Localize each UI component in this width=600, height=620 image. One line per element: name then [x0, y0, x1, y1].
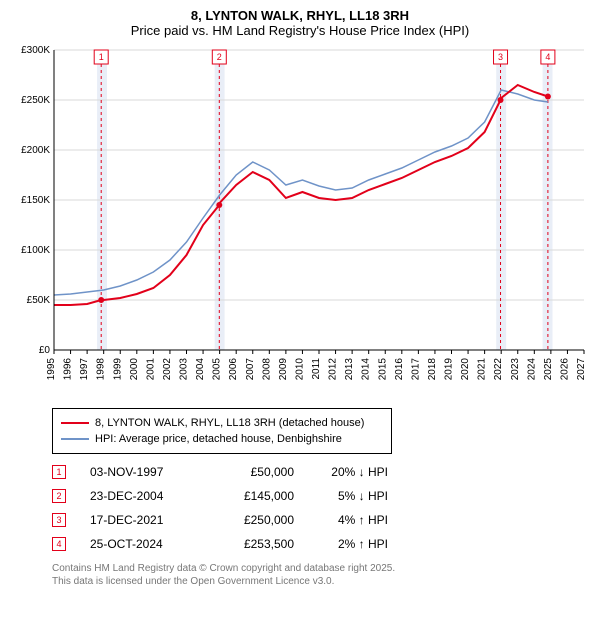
svg-text:2022: 2022 — [493, 358, 504, 381]
svg-text:2017: 2017 — [410, 358, 421, 381]
footer-line-2: This data is licensed under the Open Gov… — [52, 575, 592, 588]
svg-text:2021: 2021 — [477, 358, 488, 381]
svg-text:1999: 1999 — [112, 358, 123, 381]
transaction-date: 25-OCT-2024 — [90, 532, 190, 556]
transaction-delta: 20% ↓ HPI — [318, 460, 388, 484]
chart-area: £0 £50K £100K £150K £200K £250K £300K 1 2 3 4 1995 1… — [8, 42, 592, 402]
legend-swatch-hpi — [61, 438, 89, 440]
transaction-price: £250,000 — [214, 508, 294, 532]
svg-text:2018: 2018 — [427, 358, 438, 381]
chart-subtitle: Price paid vs. HM Land Registry's House … — [8, 23, 592, 38]
transaction-price: £253,500 — [214, 532, 294, 556]
svg-text:2010: 2010 — [294, 358, 305, 381]
svg-text:2014: 2014 — [361, 358, 372, 381]
svg-text:£50K: £50K — [27, 295, 51, 306]
svg-text:2020: 2020 — [460, 358, 471, 381]
svg-text:2006: 2006 — [228, 358, 239, 381]
transaction-price: £145,000 — [214, 484, 294, 508]
svg-text:1998: 1998 — [96, 358, 107, 381]
legend-label-hpi: HPI: Average price, detached house, Denb… — [95, 431, 342, 447]
svg-text:1: 1 — [99, 52, 104, 62]
svg-text:2007: 2007 — [245, 358, 256, 381]
svg-text:2023: 2023 — [510, 358, 521, 381]
transaction-marker: 1 — [52, 465, 66, 479]
transaction-delta: 2% ↑ HPI — [318, 532, 388, 556]
transaction-row: 4 25-OCT-2024 £253,500 2% ↑ HPI — [52, 532, 592, 556]
svg-text:2004: 2004 — [195, 358, 206, 381]
svg-text:2011: 2011 — [311, 358, 322, 380]
transactions-table: 1 03-NOV-1997 £50,000 20% ↓ HPI 2 23-DEC-2004… — [52, 460, 592, 556]
svg-text:£200K: £200K — [21, 145, 50, 156]
svg-text:2015: 2015 — [377, 358, 388, 381]
svg-text:£150K: £150K — [21, 195, 50, 206]
svg-text:2005: 2005 — [212, 358, 223, 381]
transaction-date: 23-DEC-2004 — [90, 484, 190, 508]
svg-text:2009: 2009 — [278, 358, 289, 381]
svg-text:2001: 2001 — [145, 358, 156, 381]
svg-text:2016: 2016 — [394, 358, 405, 381]
legend-label-price-paid: 8, LYNTON WALK, RHYL, LL18 3RH (detached… — [95, 415, 364, 431]
transaction-price: £50,000 — [214, 460, 294, 484]
svg-text:£100K: £100K — [21, 245, 50, 256]
transaction-date: 03-NOV-1997 — [90, 460, 190, 484]
transaction-row: 2 23-DEC-2004 £145,000 5% ↓ HPI — [52, 484, 592, 508]
svg-text:3: 3 — [498, 52, 503, 62]
svg-text:2002: 2002 — [162, 358, 173, 381]
line-chart-svg: £0 £50K £100K £150K £200K £250K £300K 1 2 3 4 1995 1… — [8, 42, 592, 402]
transaction-delta: 5% ↓ HPI — [318, 484, 388, 508]
transaction-delta: 4% ↑ HPI — [318, 508, 388, 532]
transaction-row: 1 03-NOV-1997 £50,000 20% ↓ HPI — [52, 460, 592, 484]
svg-text:£0: £0 — [39, 345, 51, 356]
legend-row-price-paid: 8, LYNTON WALK, RHYL, LL18 3RH (detached… — [61, 415, 383, 431]
svg-text:2003: 2003 — [179, 358, 190, 381]
svg-text:2000: 2000 — [129, 358, 140, 381]
svg-text:1996: 1996 — [63, 358, 74, 381]
legend-swatch-price-paid — [61, 422, 89, 424]
svg-text:2024: 2024 — [526, 358, 537, 381]
legend: 8, LYNTON WALK, RHYL, LL18 3RH (detached… — [52, 408, 392, 454]
svg-text:1995: 1995 — [46, 358, 57, 381]
transaction-marker: 2 — [52, 489, 66, 503]
svg-text:2019: 2019 — [444, 358, 455, 381]
footer-line-1: Contains HM Land Registry data © Crown c… — [52, 562, 592, 575]
transaction-marker: 4 — [52, 537, 66, 551]
svg-text:2012: 2012 — [328, 358, 339, 381]
svg-text:2013: 2013 — [344, 358, 355, 381]
svg-text:1997: 1997 — [79, 358, 90, 381]
transaction-row: 3 17-DEC-2021 £250,000 4% ↑ HPI — [52, 508, 592, 532]
chart-title: 8, LYNTON WALK, RHYL, LL18 3RH — [8, 8, 592, 23]
transaction-marker: 3 — [52, 513, 66, 527]
svg-text:2027: 2027 — [576, 358, 587, 381]
svg-text:2026: 2026 — [559, 358, 570, 381]
legend-row-hpi: HPI: Average price, detached house, Denb… — [61, 431, 383, 447]
attribution-footer: Contains HM Land Registry data © Crown c… — [52, 562, 592, 588]
svg-text:4: 4 — [545, 52, 550, 62]
svg-text:2025: 2025 — [543, 358, 554, 381]
figure-container: 8, LYNTON WALK, RHYL, LL18 3RH Price pai… — [0, 0, 600, 592]
svg-text:2008: 2008 — [261, 358, 272, 381]
transaction-date: 17-DEC-2021 — [90, 508, 190, 532]
svg-text:£300K: £300K — [21, 45, 50, 56]
svg-text:2: 2 — [217, 52, 222, 62]
svg-text:£250K: £250K — [21, 95, 50, 106]
